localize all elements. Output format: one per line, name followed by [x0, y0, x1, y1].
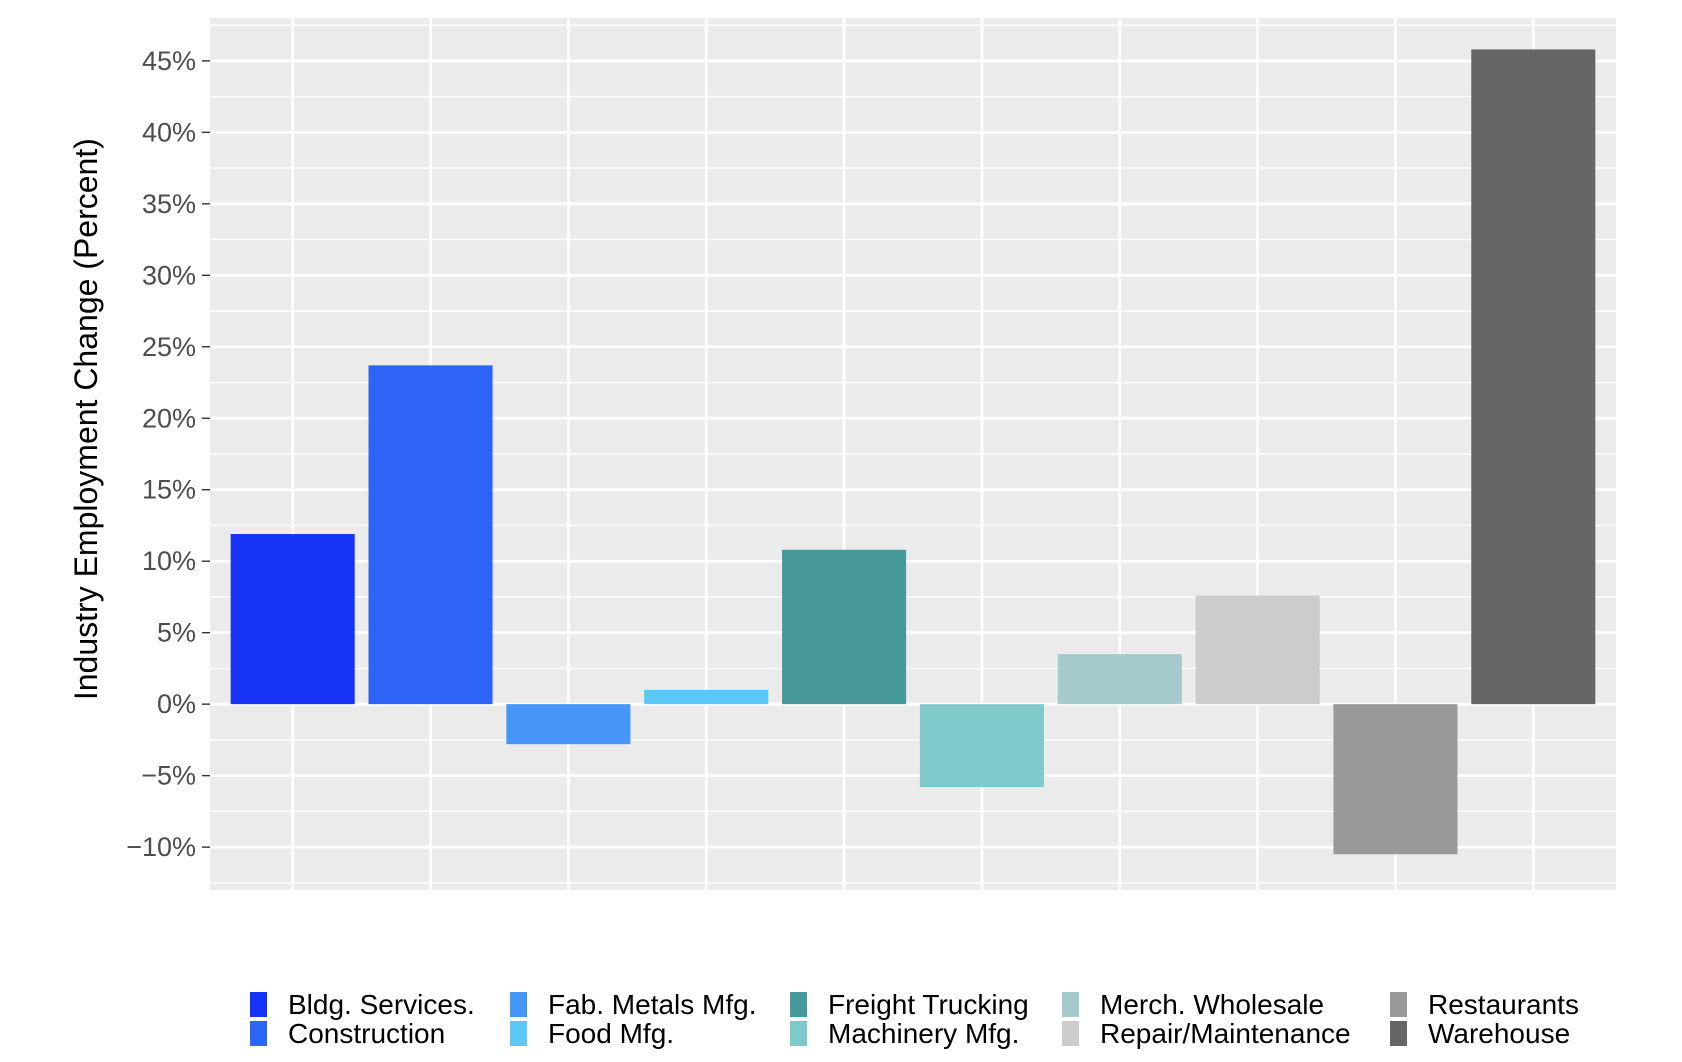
legend-item: Freight Trucking — [790, 989, 1029, 1020]
y-tick-label: 0% — [157, 689, 196, 719]
bar-food-mfg — [644, 689, 769, 705]
legend-item: Machinery Mfg. — [790, 1018, 1019, 1049]
bar-bldg-services — [230, 534, 355, 705]
bar-construction — [368, 365, 493, 705]
y-tick-label: 25% — [142, 332, 196, 362]
legend-key — [790, 1021, 807, 1046]
legend-item: Bldg. Services. — [250, 989, 475, 1020]
legend: Bldg. Services.Construction Fab. Metals M… — [250, 989, 1579, 1049]
legend-label: Machinery Mfg. — [828, 1018, 1019, 1049]
bar-machinery-mfg — [919, 704, 1044, 788]
bar-freight-trucking — [782, 549, 907, 705]
y-tick-label: −5% — [141, 761, 196, 791]
legend-item: Construction — [250, 1018, 445, 1049]
y-tick-label: 40% — [142, 117, 196, 147]
y-tick-label: −10% — [126, 832, 196, 862]
legend-key — [1062, 992, 1079, 1017]
legend-item: Fab. Metals Mfg. — [510, 989, 757, 1020]
y-tick-label: 10% — [142, 546, 196, 576]
legend-label: Freight Trucking — [828, 989, 1029, 1020]
y-tick-label: 35% — [142, 189, 196, 219]
legend-item: Repair/Maintenance — [1062, 1018, 1351, 1049]
y-tick-label: 20% — [142, 403, 196, 433]
legend-label: Fab. Metals Mfg. — [548, 989, 757, 1020]
bar-fab-metals-mfg — [506, 704, 631, 745]
legend-key — [250, 992, 267, 1017]
legend-label: Repair/Maintenance — [1100, 1018, 1351, 1049]
bars — [230, 49, 1596, 855]
bar-merch-wholesale — [1057, 654, 1182, 705]
y-tick-label: 5% — [157, 618, 196, 648]
legend-key — [1390, 1021, 1407, 1046]
y-tick-label: 15% — [142, 475, 196, 505]
legend-item: Merch. Wholesale — [1062, 989, 1324, 1020]
major-gridlines — [210, 18, 1616, 890]
y-axis-title: Industry Employment Change (Percent) — [68, 138, 104, 700]
legend-label: Construction — [288, 1018, 445, 1049]
legend-label: Bldg. Services. — [288, 989, 475, 1020]
legend-item: Food Mfg. — [510, 1018, 674, 1049]
legend-label: Restaurants — [1428, 989, 1579, 1020]
legend-key — [790, 992, 807, 1017]
legend-label: Merch. Wholesale — [1100, 989, 1324, 1020]
y-axis: −10% −5% 0% 5% 10% 15% 20% 25% 30% 35% 40% 45% — [126, 46, 210, 862]
legend-label: Food Mfg. — [548, 1018, 674, 1049]
legend-key — [510, 992, 527, 1017]
bar-warehouse — [1471, 49, 1596, 705]
legend-key — [250, 1021, 267, 1046]
legend-label: Warehouse — [1428, 1018, 1570, 1049]
legend-key — [1062, 1021, 1079, 1046]
bar-repair-maintenance — [1195, 595, 1320, 705]
legend-item: Warehouse — [1390, 1018, 1570, 1049]
legend-key — [510, 1021, 527, 1046]
y-tick-label: 45% — [142, 46, 196, 76]
legend-key — [1390, 992, 1407, 1017]
bar-restaurants — [1333, 704, 1458, 855]
y-tick-label: 30% — [142, 260, 196, 290]
legend-item: Restaurants — [1390, 989, 1579, 1020]
